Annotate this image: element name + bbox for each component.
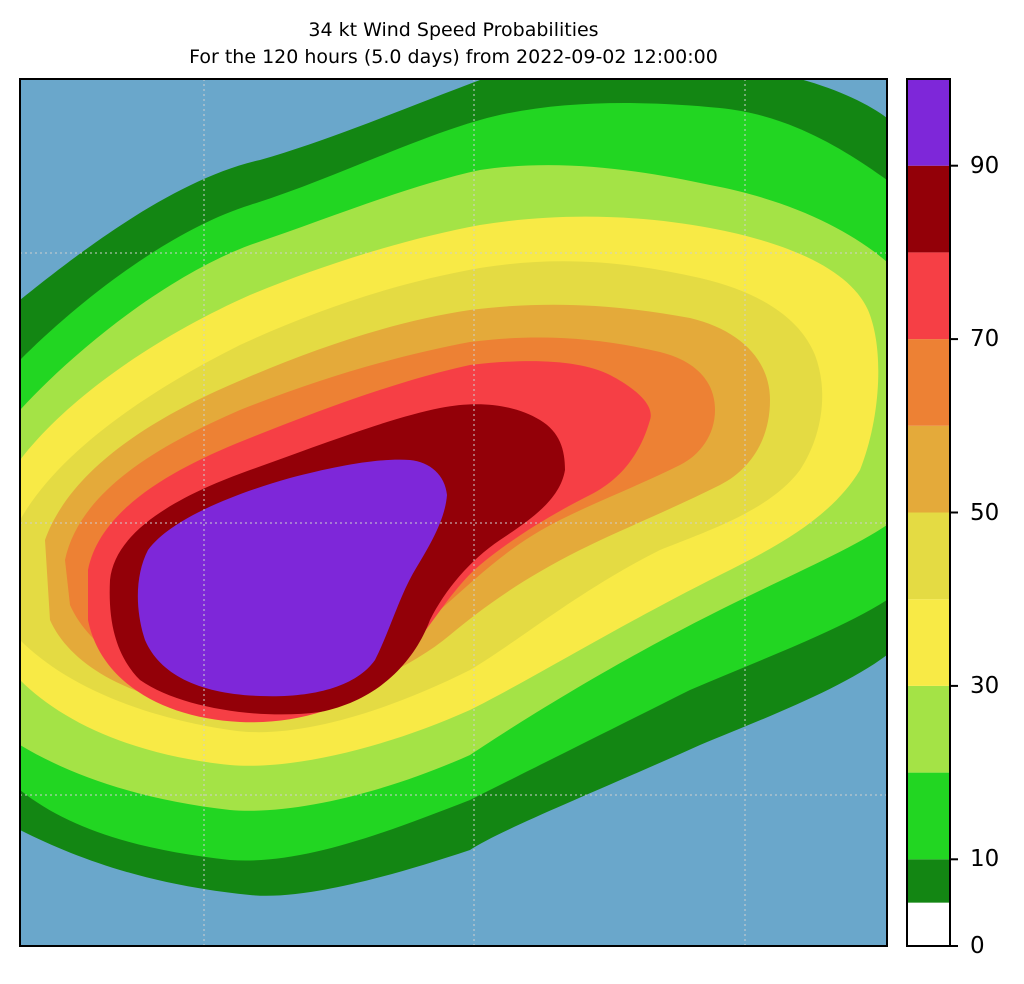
colorbar-tick-label: 0 xyxy=(970,933,985,959)
colorbar-bin xyxy=(907,772,950,860)
colorbar-bin xyxy=(907,79,950,166)
contour-band-90-100 xyxy=(137,459,448,697)
colorbar-tick-label: 70 xyxy=(970,326,1000,353)
colorbar-bin xyxy=(907,859,950,903)
colorbar-tick-label: 90 xyxy=(970,152,1000,179)
colorbar-bin xyxy=(907,685,950,773)
colorbar-bin xyxy=(907,902,950,946)
chart-subtitle: For the 120 hours (5.0 days) from 2022-0… xyxy=(189,46,718,68)
chart-title: 34 kt Wind Speed Probabilities xyxy=(308,19,599,41)
map-area xyxy=(20,79,887,946)
colorbar-bin xyxy=(907,339,950,426)
colorbar-bin xyxy=(907,165,950,253)
colorbar-tick-label: 10 xyxy=(970,846,1000,873)
colorbar-tick-label: 50 xyxy=(970,499,1000,526)
colorbar-bin xyxy=(907,252,950,340)
colorbar-ticks xyxy=(950,164,958,947)
colorbar-bin xyxy=(907,512,950,600)
colorbar-bin xyxy=(907,425,950,513)
map-frame xyxy=(19,78,888,947)
colorbar-tick-label: 30 xyxy=(970,672,1000,699)
colorbar xyxy=(907,79,950,946)
colorbar-bin xyxy=(907,599,950,686)
